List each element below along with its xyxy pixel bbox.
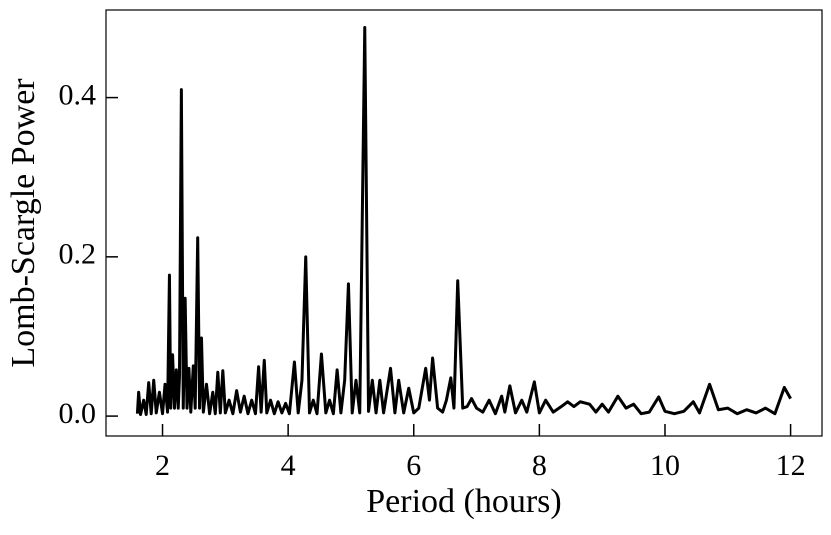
x-tick-label: 8 [532, 449, 547, 482]
x-tick-label: 4 [281, 449, 296, 482]
y-tick-label: 0.0 [59, 397, 97, 430]
x-tick-label: 12 [776, 449, 806, 482]
y-axis-label: Lomb-Scargle Power [5, 78, 42, 368]
y-tick-label: 0.4 [59, 78, 97, 111]
x-tick-label: 10 [650, 449, 680, 482]
x-axis-label: Period (hours) [366, 483, 561, 520]
y-tick-label: 0.2 [59, 238, 97, 271]
plot-frame [105, 9, 823, 437]
x-tick-label: 2 [155, 449, 170, 482]
power-line [135, 26, 792, 416]
x-tick-label: 6 [406, 449, 421, 482]
